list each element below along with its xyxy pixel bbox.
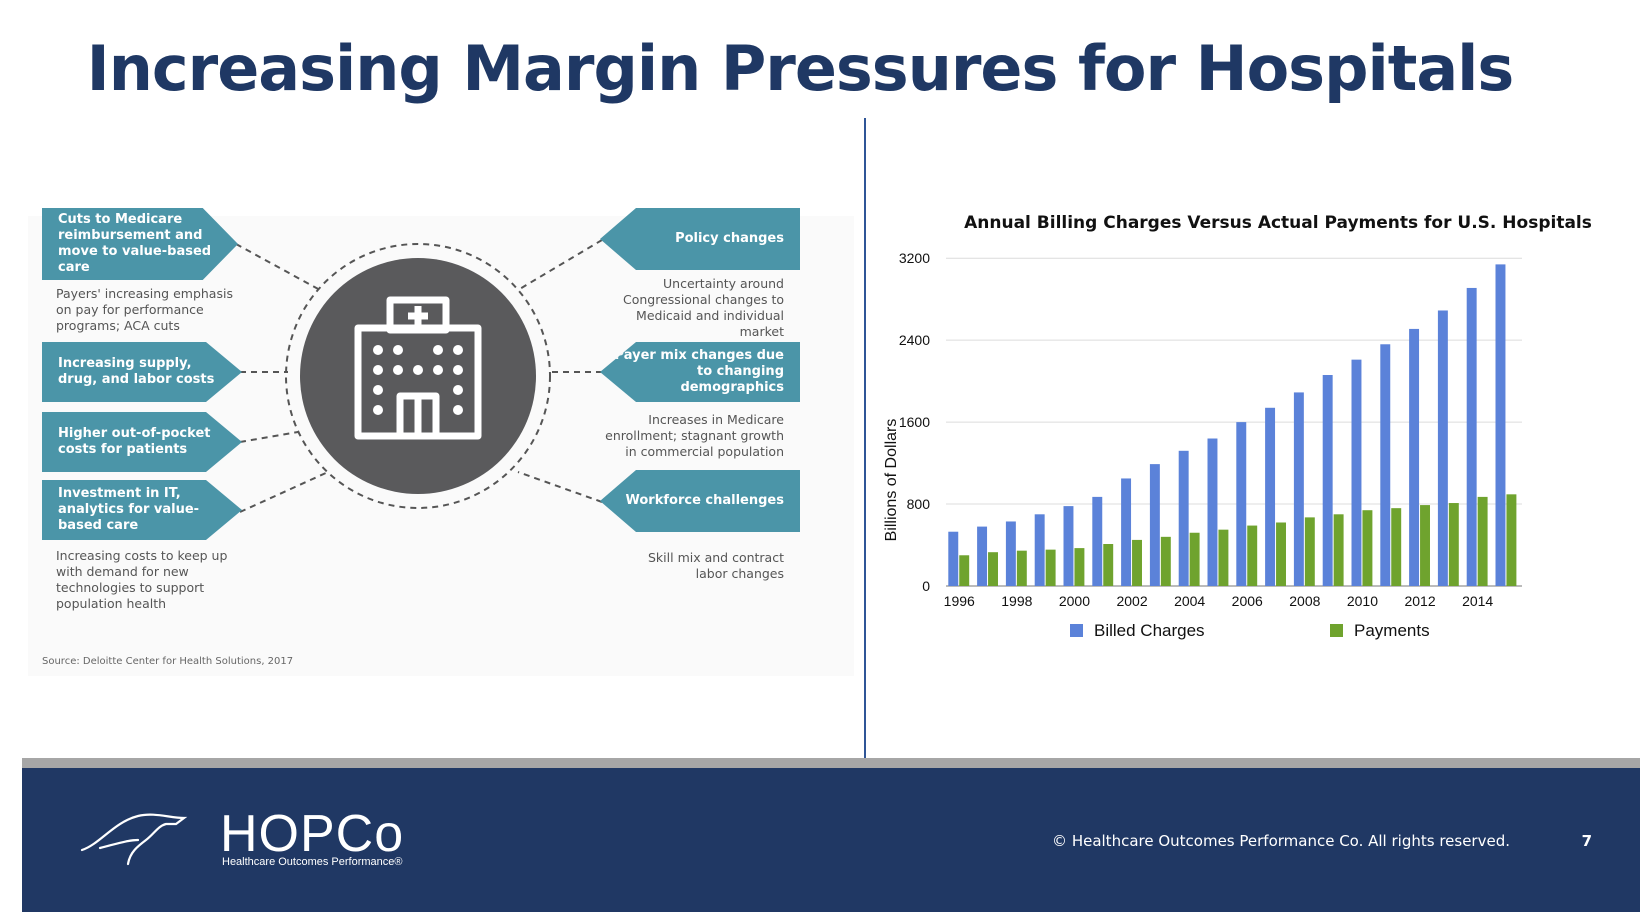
bar-billed-charges-2001 bbox=[1092, 496, 1103, 586]
x-tick-label: 2008 bbox=[1289, 593, 1320, 609]
left-desc-medicare-cuts: Payers' increasing emphasis on pay for p… bbox=[56, 286, 233, 333]
bar-payments-1998 bbox=[1016, 550, 1027, 586]
logo-text: HOPCo bbox=[220, 805, 405, 863]
right-box-payer-mix: Payer mix changes due to changing demogr… bbox=[600, 342, 800, 402]
bar-payments-2001 bbox=[1103, 544, 1114, 586]
x-tick-label: 2006 bbox=[1232, 593, 1263, 609]
y-tick-label: 2400 bbox=[899, 332, 930, 348]
bar-billed-charges-2007 bbox=[1265, 407, 1276, 586]
vertical-divider bbox=[864, 118, 866, 758]
bar-billed-charges-2010 bbox=[1351, 359, 1362, 586]
chart-title: Annual Billing Charges Versus Actual Pay… bbox=[964, 213, 1592, 233]
bar-payments-2011 bbox=[1391, 508, 1402, 586]
chart-y-axis-label: Billions of Dollars bbox=[883, 419, 900, 542]
bar-billed-charges-1997 bbox=[977, 526, 988, 586]
bar-billed-charges-2014 bbox=[1466, 287, 1477, 586]
bar-payments-2015 bbox=[1506, 494, 1517, 586]
kangaroo-logo-icon bbox=[80, 813, 188, 866]
bar-billed-charges-2015 bbox=[1495, 264, 1506, 586]
connector-line bbox=[517, 471, 603, 503]
bar-payments-1996 bbox=[959, 555, 970, 586]
bar-payments-2003 bbox=[1160, 536, 1171, 586]
bar-billed-charges-2000 bbox=[1063, 506, 1074, 586]
bar-billed-charges-2012 bbox=[1409, 328, 1420, 586]
y-tick-label: 0 bbox=[922, 578, 930, 594]
bar-payments-2006 bbox=[1247, 525, 1258, 586]
left-box-out-of-pocket: Higher out-of-pocket costs for patients bbox=[42, 412, 242, 472]
bar-payments-2008 bbox=[1304, 517, 1315, 586]
bar-payments-2002 bbox=[1132, 539, 1142, 586]
legend-swatch bbox=[1070, 624, 1083, 637]
right-box-workforce: Workforce challenges bbox=[600, 470, 800, 532]
y-tick-label: 1600 bbox=[899, 414, 930, 430]
footer-accent-bar bbox=[22, 758, 1640, 768]
legend-label: Billed Charges bbox=[1094, 621, 1205, 640]
bar-billed-charges-1999 bbox=[1034, 514, 1045, 586]
bar-billed-charges-2011 bbox=[1380, 344, 1391, 586]
right-box-policy: Policy changes bbox=[600, 208, 800, 270]
bar-payments-2004 bbox=[1189, 532, 1200, 586]
bar-payments-2012 bbox=[1420, 505, 1430, 586]
bar-payments-2007 bbox=[1276, 522, 1286, 586]
y-tick-label: 800 bbox=[907, 496, 931, 512]
x-tick-label: 2002 bbox=[1116, 593, 1147, 609]
bar-billed-charges-2009 bbox=[1322, 375, 1333, 586]
billing-chart: Annual Billing Charges Versus Actual Pay… bbox=[883, 213, 1592, 640]
y-tick-label: 3200 bbox=[899, 250, 930, 266]
infographic-connectors bbox=[235, 239, 603, 513]
hospital-icon bbox=[354, 296, 482, 440]
x-tick-label: 2010 bbox=[1347, 593, 1378, 609]
hospital-windows bbox=[373, 345, 463, 415]
bar-payments-2009 bbox=[1333, 514, 1344, 586]
bar-payments-2014 bbox=[1477, 496, 1488, 586]
connector-line bbox=[517, 239, 603, 291]
right-desc-workforce: Skill mix and contract labor changes bbox=[648, 550, 784, 581]
left-desc-it-investment: Increasing costs to keep up with demand … bbox=[56, 548, 228, 611]
dashed-ring bbox=[285, 243, 551, 509]
bar-payments-1997 bbox=[988, 552, 998, 586]
connector-line bbox=[239, 471, 329, 513]
connector-line bbox=[239, 431, 299, 443]
x-tick-label: 2012 bbox=[1404, 593, 1435, 609]
bar-billed-charges-2004 bbox=[1178, 450, 1189, 586]
slide-title: Increasing Margin Pressures for Hospital… bbox=[86, 32, 1515, 105]
right-desc-payer-mix: Increases in Medicare enrollment; stagna… bbox=[605, 412, 784, 459]
bar-payments-1999 bbox=[1045, 549, 1056, 586]
x-tick-label: 1996 bbox=[944, 593, 975, 609]
legend-label: Payments bbox=[1354, 621, 1430, 640]
infographic-source: Source: Deloitte Center for Health Solut… bbox=[42, 656, 294, 667]
bar-billed-charges-1998 bbox=[1005, 521, 1016, 586]
center-circle bbox=[300, 258, 536, 494]
x-tick-label: 2004 bbox=[1174, 593, 1205, 609]
logo-subtext: Healthcare Outcomes Performance® bbox=[222, 856, 403, 868]
copyright-text: © Healthcare Outcomes Performance Co. Al… bbox=[1052, 832, 1510, 850]
bar-billed-charges-2008 bbox=[1293, 392, 1304, 586]
bar-billed-charges-2013 bbox=[1437, 310, 1448, 586]
bar-payments-2010 bbox=[1362, 510, 1373, 586]
margin-pressures-infographic: Cuts to Medicare reimbursement and move … bbox=[28, 208, 854, 676]
left-box-it-investment: Investment in IT, analytics for value-ba… bbox=[42, 480, 242, 540]
bar-billed-charges-2002 bbox=[1121, 478, 1132, 586]
right-desc-policy: Uncertainty around Congressional changes… bbox=[623, 276, 784, 339]
left-box-supply-costs: Increasing supply, drug, and labor costs bbox=[42, 342, 242, 402]
bar-billed-charges-2005 bbox=[1207, 438, 1218, 586]
bar-payments-2000 bbox=[1074, 548, 1085, 586]
x-tick-label: 2014 bbox=[1462, 593, 1493, 609]
left-box-medicare-cuts: Cuts to Medicare reimbursement and move … bbox=[42, 208, 238, 280]
footer: HOPCo Healthcare Outcomes Performance® ©… bbox=[22, 768, 1640, 912]
x-tick-label: 1998 bbox=[1001, 593, 1032, 609]
connector-line bbox=[235, 243, 321, 291]
bar-payments-2005 bbox=[1218, 529, 1229, 586]
x-tick-label: 2000 bbox=[1059, 593, 1090, 609]
bar-billed-charges-2003 bbox=[1149, 464, 1160, 586]
bar-billed-charges-1996 bbox=[948, 531, 959, 586]
bar-payments-2013 bbox=[1448, 503, 1459, 586]
legend-swatch bbox=[1330, 624, 1343, 637]
page-number: 7 bbox=[1581, 832, 1592, 850]
bar-billed-charges-2006 bbox=[1236, 422, 1247, 586]
